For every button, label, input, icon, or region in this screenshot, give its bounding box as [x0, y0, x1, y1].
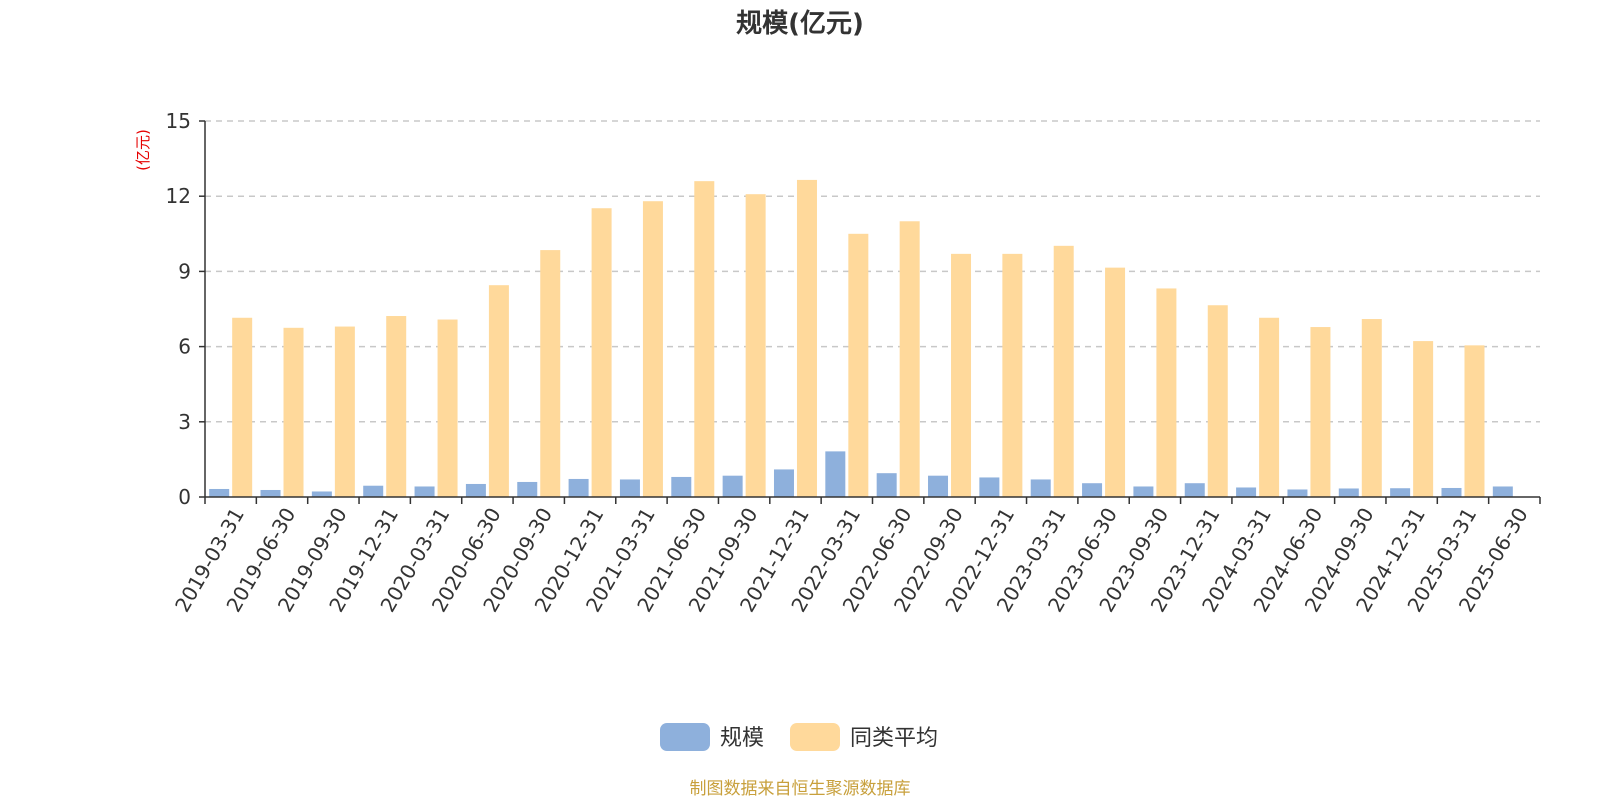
- bar-scale: [1082, 483, 1103, 497]
- bar-peer-average: [540, 250, 561, 497]
- bar-peer-average: [848, 233, 869, 498]
- legend-label: 规模: [720, 726, 764, 751]
- bar-peer-average: [951, 253, 972, 497]
- y-tick-label: 3: [178, 410, 191, 434]
- legend: 规模 同类平均: [660, 723, 938, 751]
- y-tick-label: 6: [178, 335, 191, 359]
- bar-scale: [876, 473, 897, 497]
- y-tick-label: 0: [178, 485, 191, 509]
- bar-scale: [1492, 486, 1513, 497]
- bar-scale: [260, 489, 281, 497]
- bar-scale: [619, 479, 640, 497]
- legend-swatch: [660, 723, 710, 751]
- bar-peer-average: [1105, 267, 1126, 497]
- bar-scale: [1287, 489, 1308, 497]
- source-note: 制图数据来自恒生聚源数据库: [690, 779, 911, 799]
- bar-peer-average: [1413, 341, 1434, 497]
- bar-scale: [1236, 487, 1257, 497]
- bar-peer-average: [488, 285, 509, 497]
- bar-peer-average: [899, 221, 920, 497]
- y-tick-label: 12: [166, 184, 191, 208]
- bar-peer-average: [591, 208, 612, 497]
- bar-scale: [722, 475, 743, 497]
- bar-scale: [928, 475, 949, 497]
- bar-scale: [568, 478, 589, 497]
- bar-scale: [1390, 488, 1411, 497]
- y-axis-unit-label: (亿元): [134, 129, 152, 171]
- bar-peer-average: [694, 181, 715, 497]
- y-tick-label: 9: [178, 259, 191, 283]
- bar-scale: [671, 476, 692, 497]
- y-tick-label: 15: [166, 109, 191, 133]
- bar-peer-average: [1464, 345, 1485, 497]
- bar-peer-average: [642, 201, 663, 498]
- legend-swatch: [790, 723, 840, 751]
- bar-peer-average: [1002, 253, 1023, 497]
- y-tick-labels: 0 3 6 9 12 15: [166, 109, 191, 509]
- x-tick-labels: 2019-03-312019-06-302019-09-302019-12-31…: [170, 503, 1533, 616]
- bar-peer-average: [232, 317, 253, 497]
- bar-peer-average: [1156, 288, 1177, 497]
- bar-peer-average: [1310, 327, 1331, 497]
- bar-peer-average: [796, 179, 817, 497]
- bar-peer-average: [283, 327, 304, 497]
- legend-label: 同类平均: [850, 726, 938, 751]
- bars: [209, 179, 1513, 498]
- bar-scale: [1133, 486, 1154, 497]
- bar-scale: [517, 481, 538, 497]
- bar-peer-average: [1053, 245, 1074, 497]
- bar-peer-average: [386, 316, 407, 497]
- bar-peer-average: [334, 326, 355, 497]
- bar-peer-average: [437, 319, 458, 497]
- bar-scale: [773, 469, 794, 497]
- bar-scale: [465, 483, 486, 497]
- bar-scale: [1441, 487, 1462, 497]
- bar-scale: [311, 491, 332, 497]
- bar-scale: [209, 488, 230, 497]
- bar-peer-average: [1361, 319, 1382, 497]
- bar-scale: [1030, 479, 1051, 497]
- bar-peer-average: [745, 194, 766, 497]
- bar-scale: [363, 485, 384, 497]
- bar-scale: [414, 486, 435, 497]
- bar-scale: [825, 451, 846, 497]
- chart-title: 规模(亿元): [736, 9, 864, 39]
- bar-scale: [1338, 488, 1359, 497]
- bar-peer-average: [1259, 317, 1280, 497]
- bar-peer-average: [1207, 305, 1228, 497]
- bar-scale: [1184, 483, 1205, 497]
- bar-scale: [979, 477, 1000, 497]
- axes: [199, 120, 1541, 504]
